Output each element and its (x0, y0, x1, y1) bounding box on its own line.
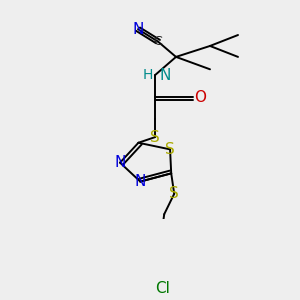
Text: O: O (194, 89, 206, 104)
Text: S: S (169, 186, 179, 201)
Text: N: N (132, 22, 144, 37)
Text: S: S (165, 142, 175, 157)
Text: C: C (154, 35, 162, 48)
Text: S: S (150, 130, 160, 145)
Text: N: N (159, 68, 171, 82)
Text: N: N (114, 155, 126, 170)
Text: H: H (143, 68, 153, 82)
Text: Cl: Cl (155, 281, 170, 296)
Text: N: N (135, 174, 146, 189)
